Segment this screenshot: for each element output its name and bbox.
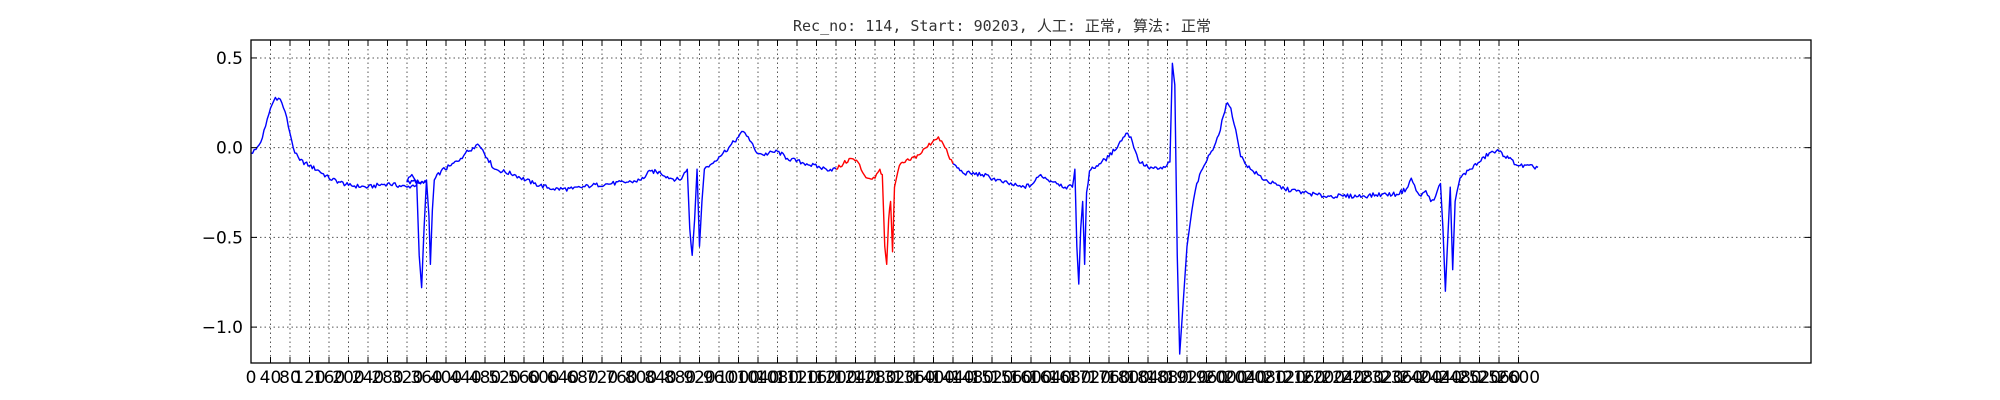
x-tick-label: 840 — [644, 368, 676, 388]
x-tick-label: 0 — [246, 368, 257, 388]
x-axis-ticks: 0 408012016020024028032036040044048052056… — [246, 40, 1540, 388]
x-tick-label: 2080 — [1243, 368, 1286, 388]
x-tick-label: 40 — [260, 368, 282, 388]
y-tick-label: −0.5 — [202, 228, 243, 248]
x-tick-label: 1720 — [1068, 368, 1111, 388]
x-tick-label: 120 — [293, 368, 325, 388]
x-tick-label: 640 — [547, 368, 579, 388]
x-tick-label: 960 — [703, 368, 735, 388]
x-tick-label: 2320 — [1360, 368, 1403, 388]
x-tick-label: 1320 — [873, 368, 916, 388]
x-tick-label: 2520 — [1458, 368, 1501, 388]
x-tick-label: 360 — [410, 368, 442, 388]
x-tick-label: 1280 — [853, 368, 896, 388]
x-tick-label: 480 — [469, 368, 501, 388]
x-tick-label: 1640 — [1029, 368, 1072, 388]
x-tick-label: 1440 — [931, 368, 974, 388]
x-tick-label: 1120 — [775, 368, 818, 388]
x-tick-label: 320 — [391, 368, 423, 388]
y-tick-label: −1.0 — [202, 318, 243, 338]
x-tick-label: 1880 — [1146, 368, 1189, 388]
x-tick-label: 800 — [625, 368, 657, 388]
x-tick-label: 2600 — [1497, 368, 1540, 388]
x-tick-label: 400 — [430, 368, 462, 388]
ecg-series-line-1 — [835, 136, 954, 266]
ecg-series-line-2 — [952, 62, 1539, 355]
x-tick-label: 680 — [566, 368, 598, 388]
x-tick-label: 1400 — [912, 368, 955, 388]
x-tick-label: 1760 — [1087, 368, 1130, 388]
x-tick-label: 1360 — [892, 368, 935, 388]
x-tick-label: 200 — [332, 368, 364, 388]
grid-layer — [250, 40, 1811, 363]
series-layer — [250, 62, 1539, 355]
x-tick-label: 240 — [352, 368, 384, 388]
x-tick-label: 1960 — [1185, 368, 1228, 388]
x-tick-label: 1600 — [1009, 368, 1052, 388]
x-tick-label: 1800 — [1107, 368, 1150, 388]
x-tick-label: 280 — [371, 368, 403, 388]
x-tick-label: 160 — [313, 368, 345, 388]
x-tick-label: 1080 — [756, 368, 799, 388]
x-tick-label: 880 — [664, 368, 696, 388]
x-tick-label: 1200 — [814, 368, 857, 388]
x-tick-label: 520 — [488, 368, 520, 388]
x-tick-label: 1000 — [717, 368, 760, 388]
x-tick-label: 80 — [279, 368, 301, 388]
y-tick-label: 0.0 — [216, 139, 243, 159]
x-tick-label: 720 — [586, 368, 618, 388]
chart-title: Rec_no: 114, Start: 90203, 人工: 正常, 算法: 正… — [793, 17, 1211, 35]
x-tick-label: 2400 — [1399, 368, 1442, 388]
x-tick-label: 440 — [449, 368, 481, 388]
x-tick-label: 2440 — [1419, 368, 1462, 388]
x-tick-label: 1840 — [1126, 368, 1169, 388]
x-tick-label: 560 — [508, 368, 540, 388]
x-tick-label: 1040 — [736, 368, 779, 388]
x-tick-label: 2280 — [1341, 368, 1384, 388]
x-tick-label: 1560 — [990, 368, 1033, 388]
x-tick-label: 2240 — [1321, 368, 1364, 388]
x-tick-label: 2360 — [1380, 368, 1423, 388]
x-tick-label: 2040 — [1224, 368, 1267, 388]
y-tick-label: 0.5 — [216, 49, 243, 69]
x-tick-label: 1240 — [834, 368, 877, 388]
x-tick-label: 2000 — [1204, 368, 1247, 388]
ecg-series-line-0 — [250, 96, 837, 289]
x-tick-label: 1520 — [970, 368, 1013, 388]
x-tick-label: 1680 — [1048, 368, 1091, 388]
x-tick-label: 1480 — [951, 368, 994, 388]
x-tick-label: 2200 — [1302, 368, 1345, 388]
x-tick-label: 920 — [683, 368, 715, 388]
x-tick-label: 1160 — [795, 368, 838, 388]
x-tick-label: 2480 — [1438, 368, 1481, 388]
x-tick-label: 2160 — [1282, 368, 1325, 388]
x-tick-label: 2120 — [1263, 368, 1306, 388]
y-axis-ticks: 0.5 0.0 −0.5 −1.0 — [202, 49, 1811, 338]
x-tick-label: 760 — [605, 368, 637, 388]
x-tick-label: 2560 — [1477, 368, 1520, 388]
x-tick-label: 600 — [527, 368, 559, 388]
x-tick-label: 1920 — [1165, 368, 1208, 388]
